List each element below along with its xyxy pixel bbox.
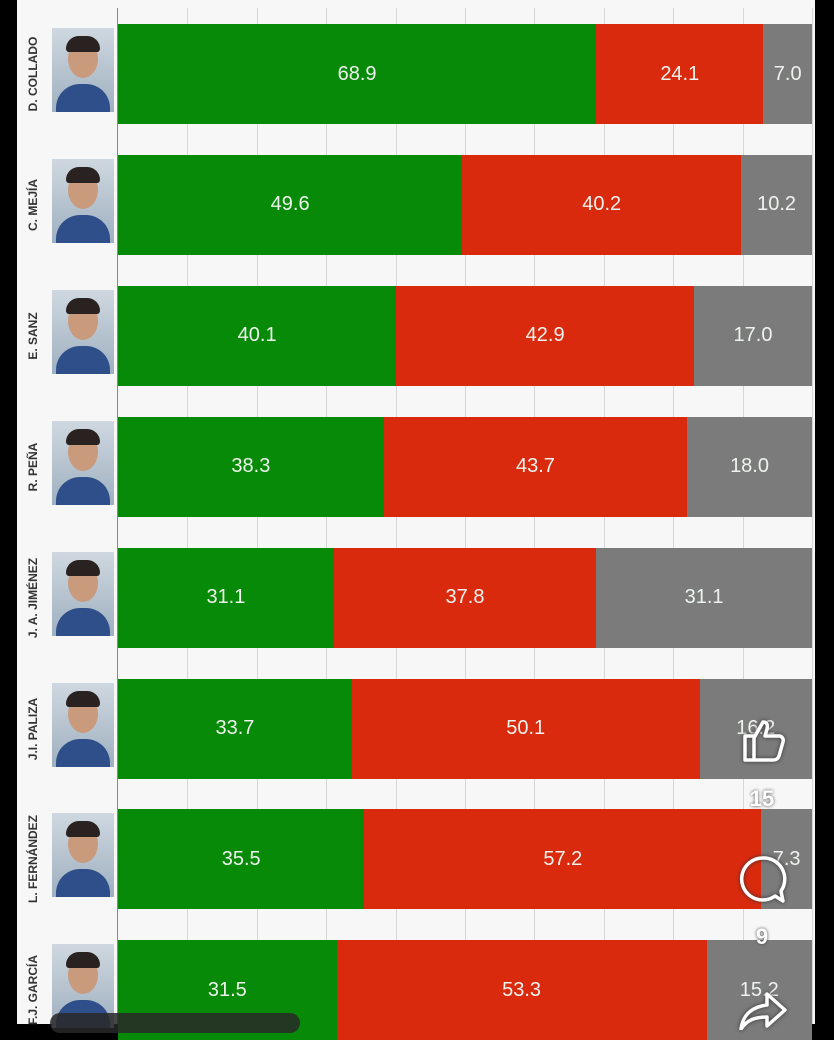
- data-label: 49.6: [270, 193, 310, 216]
- data-label: 18.0: [730, 455, 769, 478]
- candidate-row: C. MEJÍA 49.6 40.2 10.2: [0, 154, 834, 255]
- bar-segment-favorable: 31.1: [118, 547, 334, 648]
- candidate-row: R. PEÑA 38.3 43.7 18.0: [0, 416, 834, 517]
- data-label: 37.8: [445, 586, 485, 609]
- category-label: J.I. PALIZA: [26, 697, 40, 760]
- bar-segment-unfavorable: 42.9: [396, 285, 694, 386]
- share-button[interactable]: [736, 990, 792, 1036]
- comment-bubble-icon: [739, 856, 787, 903]
- data-label: 50.1: [506, 717, 546, 739]
- like-count: 15: [749, 786, 775, 811]
- bar-segment-favorable: 38.3: [118, 416, 384, 517]
- category-label: F.J. GARCÍA: [26, 955, 40, 1026]
- bar-segment-favorable: 49.6: [118, 154, 463, 255]
- bar-segment-favorable: 68.9: [118, 24, 597, 124]
- data-label: 53.3: [502, 978, 542, 1001]
- thumbs-up-icon: [743, 720, 785, 762]
- candidate-row: E. SANZ 40.1 42.9 17.0: [0, 285, 834, 386]
- candidate-photo: [52, 158, 114, 243]
- y-axis-line: [117, 8, 118, 1024]
- bar-segment-other: 18.0: [687, 416, 812, 517]
- data-label: 31.1: [206, 586, 246, 609]
- bar-segment-favorable: 33.7: [118, 678, 352, 779]
- candidate-row: L. FERNÁNDEZ 35.5 57.2 7.3: [0, 809, 834, 910]
- candidate-row: J. A. JIMÉNEZ 31.1 37.8 31.1: [0, 547, 834, 648]
- share-arrow-icon: [739, 992, 787, 1031]
- candidate-photo: [52, 682, 114, 767]
- bar-segment-other: 31.1: [596, 547, 812, 648]
- category-label: L. FERNÁNDEZ: [26, 815, 40, 904]
- bar-segment-unfavorable: 50.1: [351, 678, 700, 779]
- data-label: 57.2: [543, 847, 583, 870]
- bar-segment-favorable: 40.1: [118, 285, 397, 386]
- gridline: [812, 8, 813, 1024]
- data-label: 68.9: [337, 62, 377, 85]
- data-label: 31.5: [207, 978, 247, 1001]
- bar-segment-unfavorable: 53.3: [336, 940, 707, 1040]
- data-label: 43.7: [515, 455, 555, 478]
- category-label: C. MEJÍA: [26, 178, 40, 231]
- data-label: 31.1: [684, 586, 724, 609]
- category-label: J. A. JIMÉNEZ: [26, 557, 40, 638]
- bar-segment-other: 17.0: [694, 285, 812, 386]
- category-label: D. COLLADO: [26, 36, 40, 112]
- bar-segment-unfavorable: 43.7: [383, 416, 688, 517]
- data-label: 35.5: [221, 847, 261, 870]
- video-progress-overlay[interactable]: [50, 1013, 300, 1033]
- data-label: 40.2: [582, 193, 622, 216]
- bar-segment-other: 15.2: [706, 940, 812, 1040]
- candidate-row: J.I. PALIZA 33.7 50.1 16.2: [0, 678, 834, 779]
- data-label: 7.0: [773, 62, 802, 85]
- category-label: R. PEÑA: [26, 442, 40, 492]
- data-label: 38.3: [231, 455, 271, 478]
- bar-segment-unfavorable: 57.2: [364, 809, 762, 910]
- bar-segment-favorable: 35.5: [118, 809, 365, 910]
- data-label: 33.7: [215, 717, 255, 739]
- candidate-photo: [52, 28, 114, 112]
- candidate-photo: [52, 813, 114, 898]
- data-label: 24.1: [660, 62, 700, 85]
- comment-count: 9: [755, 924, 769, 949]
- data-label: 40.1: [237, 324, 277, 347]
- candidate-row: D. COLLADO 68.9 24.1 7.0: [0, 24, 834, 124]
- data-label: 42.9: [525, 324, 565, 347]
- comment-button[interactable]: [733, 852, 793, 914]
- bar-segment-other: 7.0: [763, 24, 812, 124]
- bar-segment-unfavorable: 37.8: [333, 547, 597, 648]
- bar-segment-unfavorable: 24.1: [596, 24, 764, 124]
- candidate-photo: [52, 289, 114, 374]
- data-label: 17.0: [733, 324, 773, 347]
- like-button[interactable]: [735, 714, 795, 772]
- category-label: E. SANZ: [26, 312, 40, 360]
- data-label: 10.2: [757, 193, 797, 216]
- candidate-photo: [52, 420, 114, 505]
- candidate-photo: [52, 551, 114, 636]
- bar-segment-other: 10.2: [741, 154, 812, 255]
- bar-segment-unfavorable: 40.2: [462, 154, 742, 255]
